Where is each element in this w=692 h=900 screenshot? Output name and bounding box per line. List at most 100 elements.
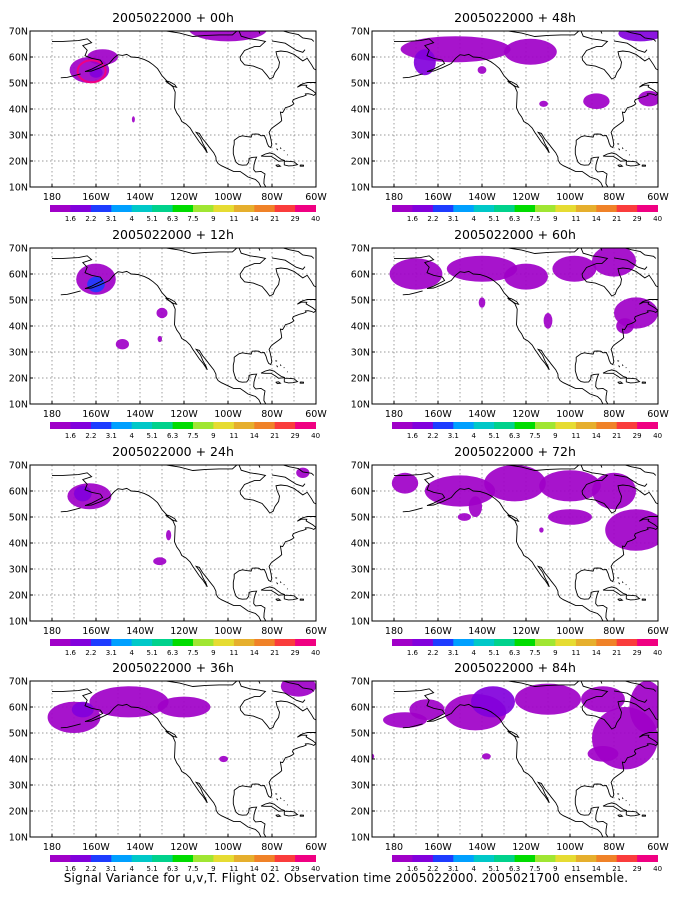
coastline bbox=[657, 305, 658, 307]
colorbar-swatch bbox=[432, 639, 454, 646]
lon-tick-label: 100W bbox=[214, 842, 242, 853]
colorbar-swatch bbox=[111, 422, 133, 429]
coastline bbox=[60, 290, 81, 296]
colorbar-label: 2.2 bbox=[85, 215, 96, 223]
colorbar-label: 9 bbox=[211, 649, 215, 657]
coastline bbox=[282, 681, 315, 692]
colorbar-label: 1.6 bbox=[65, 432, 77, 440]
variance-region bbox=[504, 38, 557, 65]
colorbar-label: 6.3 bbox=[167, 649, 178, 657]
variance-region bbox=[468, 496, 482, 517]
panel-title: 2005022000 + 84h bbox=[454, 660, 576, 675]
colorbar-label: 1.6 bbox=[407, 432, 419, 440]
variance-region bbox=[482, 753, 491, 760]
variance-region bbox=[189, 31, 267, 42]
colorbar-swatch bbox=[295, 855, 316, 862]
lon-tick-label: 80W bbox=[261, 192, 283, 203]
variance-region bbox=[543, 313, 553, 329]
coastline bbox=[618, 365, 621, 368]
colorbar-swatch bbox=[432, 422, 454, 429]
colorbar-label: 2.2 bbox=[85, 432, 96, 440]
lat-tick-label: 20N bbox=[9, 807, 28, 818]
coastline bbox=[574, 516, 658, 621]
colorbar-label: 4 bbox=[129, 649, 134, 657]
map-frame bbox=[29, 30, 317, 188]
lat-tick-label: 20N bbox=[351, 807, 370, 818]
colorbar-label: 14 bbox=[250, 865, 259, 873]
coastline bbox=[621, 581, 624, 584]
lat-tick-label: 30N bbox=[9, 131, 28, 142]
colorbar-label: 2.2 bbox=[427, 432, 438, 440]
colorbar-swatch bbox=[453, 639, 475, 646]
coastline bbox=[276, 582, 279, 585]
coastline bbox=[238, 248, 316, 297]
coastline bbox=[275, 814, 282, 818]
lon-tick-label: 60W bbox=[647, 626, 669, 637]
colorbar-label: 29 bbox=[291, 649, 300, 657]
colorbar-swatch bbox=[213, 855, 235, 862]
coastline bbox=[602, 369, 627, 379]
colorbar-swatch bbox=[233, 855, 255, 862]
coastline bbox=[232, 516, 316, 621]
coastline bbox=[260, 152, 285, 162]
colorbar-label: 21 bbox=[612, 215, 621, 223]
coastline bbox=[299, 814, 304, 817]
lat-tick-label: 60N bbox=[9, 487, 28, 498]
colorbar-label: 40 bbox=[311, 865, 320, 873]
colorbar-swatch bbox=[254, 855, 276, 862]
colorbar-swatch bbox=[392, 855, 413, 862]
colorbar-label: 5.1 bbox=[147, 649, 158, 657]
lon-tick-label: 80W bbox=[603, 192, 625, 203]
coastline bbox=[617, 598, 624, 602]
coastline bbox=[613, 474, 648, 487]
map-frame bbox=[29, 247, 317, 405]
lon-tick-label: 160W bbox=[424, 192, 452, 203]
coastline bbox=[613, 257, 648, 270]
colorbar-label: 6.3 bbox=[167, 215, 178, 223]
lat-tick-label: 70N bbox=[9, 461, 28, 472]
lon-tick-label: 160W bbox=[424, 842, 452, 853]
lat-tick-label: 40N bbox=[9, 322, 28, 333]
colorbar-label: 5.1 bbox=[147, 432, 158, 440]
colorbar-swatch bbox=[494, 639, 515, 646]
figure-caption: Signal Variance for u,v,T. Flight 02. Ob… bbox=[63, 871, 629, 885]
coastline bbox=[60, 507, 81, 513]
coastline bbox=[52, 38, 262, 187]
panel-title: 2005022000 + 24h bbox=[112, 444, 234, 459]
variance-region bbox=[115, 339, 129, 350]
colorbar-swatch bbox=[535, 205, 556, 212]
colorbar-label: 29 bbox=[633, 649, 642, 657]
lat-tick-label: 20N bbox=[9, 591, 28, 602]
colorbar-label: 11 bbox=[571, 649, 580, 657]
colorbar-swatch bbox=[172, 855, 194, 862]
lat-tick-label: 50N bbox=[351, 296, 370, 307]
colorbar-swatch bbox=[637, 422, 658, 429]
coastline bbox=[641, 381, 646, 384]
variance-region bbox=[391, 472, 419, 494]
colorbar-swatch bbox=[555, 639, 577, 646]
coastline bbox=[507, 80, 520, 88]
colorbar-swatch bbox=[392, 639, 413, 646]
colorbar-label: 29 bbox=[291, 432, 300, 440]
coastline bbox=[617, 164, 624, 168]
variance-region bbox=[409, 699, 445, 720]
lat-tick-label: 60N bbox=[351, 703, 370, 714]
colorbar-label: 6.3 bbox=[167, 865, 178, 873]
colorbar-swatch bbox=[193, 205, 214, 212]
variance-region bbox=[89, 686, 169, 718]
lat-tick-label: 20N bbox=[9, 157, 28, 168]
colorbar-label: 11 bbox=[571, 215, 580, 223]
colorbar-label: 1.6 bbox=[407, 865, 419, 873]
variance-region bbox=[389, 258, 443, 290]
colorbar-swatch bbox=[233, 205, 255, 212]
colorbar-label: 5.1 bbox=[489, 865, 500, 873]
colorbar-label: 29 bbox=[633, 432, 642, 440]
coastline bbox=[624, 681, 657, 692]
colorbar-label: 3.1 bbox=[448, 432, 459, 440]
coastline bbox=[271, 40, 306, 53]
variance-region bbox=[471, 686, 515, 718]
colorbar-label: 2.2 bbox=[427, 649, 438, 657]
variance-region bbox=[629, 681, 658, 733]
coastline bbox=[625, 810, 641, 817]
